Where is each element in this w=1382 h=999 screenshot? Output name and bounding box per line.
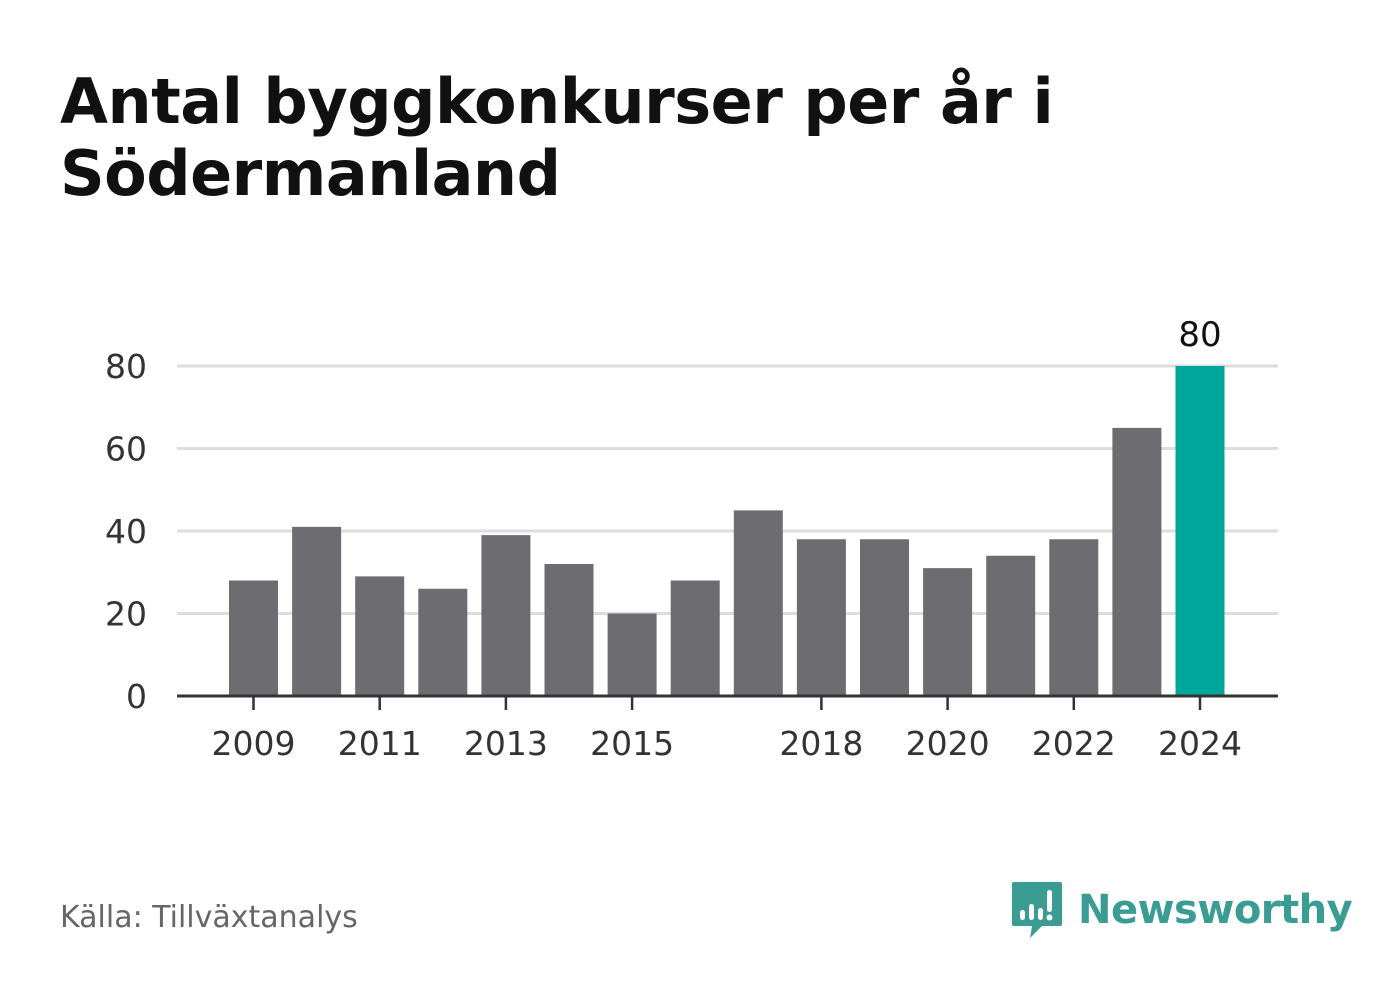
y-tick-label: 60 xyxy=(105,430,147,469)
page-title: Antal byggkonkurser per år i Södermanlan… xyxy=(60,65,1054,210)
x-tick-label: 2013 xyxy=(464,724,548,763)
newsworthy-logo-icon xyxy=(1012,882,1062,938)
chart-labels: 0 20 40 60 80 2009 2011 2013 2015 2018 2020 2022 202… xyxy=(105,315,1242,763)
x-tick-label: 2022 xyxy=(1032,724,1116,763)
bar-2009 xyxy=(229,580,278,696)
bar-2012 xyxy=(418,588,468,696)
source-note: Källa: Tillväxtanalys xyxy=(60,900,358,935)
x-tick-label: 2015 xyxy=(590,724,674,763)
bar-2024 xyxy=(1175,366,1225,696)
bar-2014 xyxy=(544,564,594,696)
bar-2019 xyxy=(860,539,909,696)
bar-2023 xyxy=(1112,427,1162,696)
bar-2018 xyxy=(796,539,846,696)
bar-2011 xyxy=(355,576,405,696)
brand-name: Newsworthy xyxy=(1078,887,1353,933)
bar-2022 xyxy=(1049,539,1099,696)
y-tick-label: 20 xyxy=(105,595,147,634)
bar-2020 xyxy=(923,568,973,696)
bar-2013 xyxy=(481,535,531,696)
y-tick-label: 40 xyxy=(105,512,147,551)
y-tick-label: 0 xyxy=(126,677,147,716)
bar-2017 xyxy=(733,510,783,696)
x-axis xyxy=(177,694,1278,710)
x-tick-label: 2020 xyxy=(906,724,990,763)
bar-2015 xyxy=(607,613,657,696)
data-label-2024: 80 xyxy=(1178,315,1221,355)
bar-2010 xyxy=(292,526,342,696)
x-tick-label: 2009 xyxy=(212,724,296,763)
x-tick-label: 2024 xyxy=(1158,724,1242,763)
x-tick-label: 2018 xyxy=(779,724,863,763)
y-tick-label: 80 xyxy=(105,347,147,386)
x-tick-label: 2011 xyxy=(338,724,422,763)
bars xyxy=(229,366,1225,696)
bar-2016 xyxy=(670,580,720,696)
brand: Newsworthy xyxy=(1010,878,1353,942)
bar-2021 xyxy=(986,555,1036,696)
